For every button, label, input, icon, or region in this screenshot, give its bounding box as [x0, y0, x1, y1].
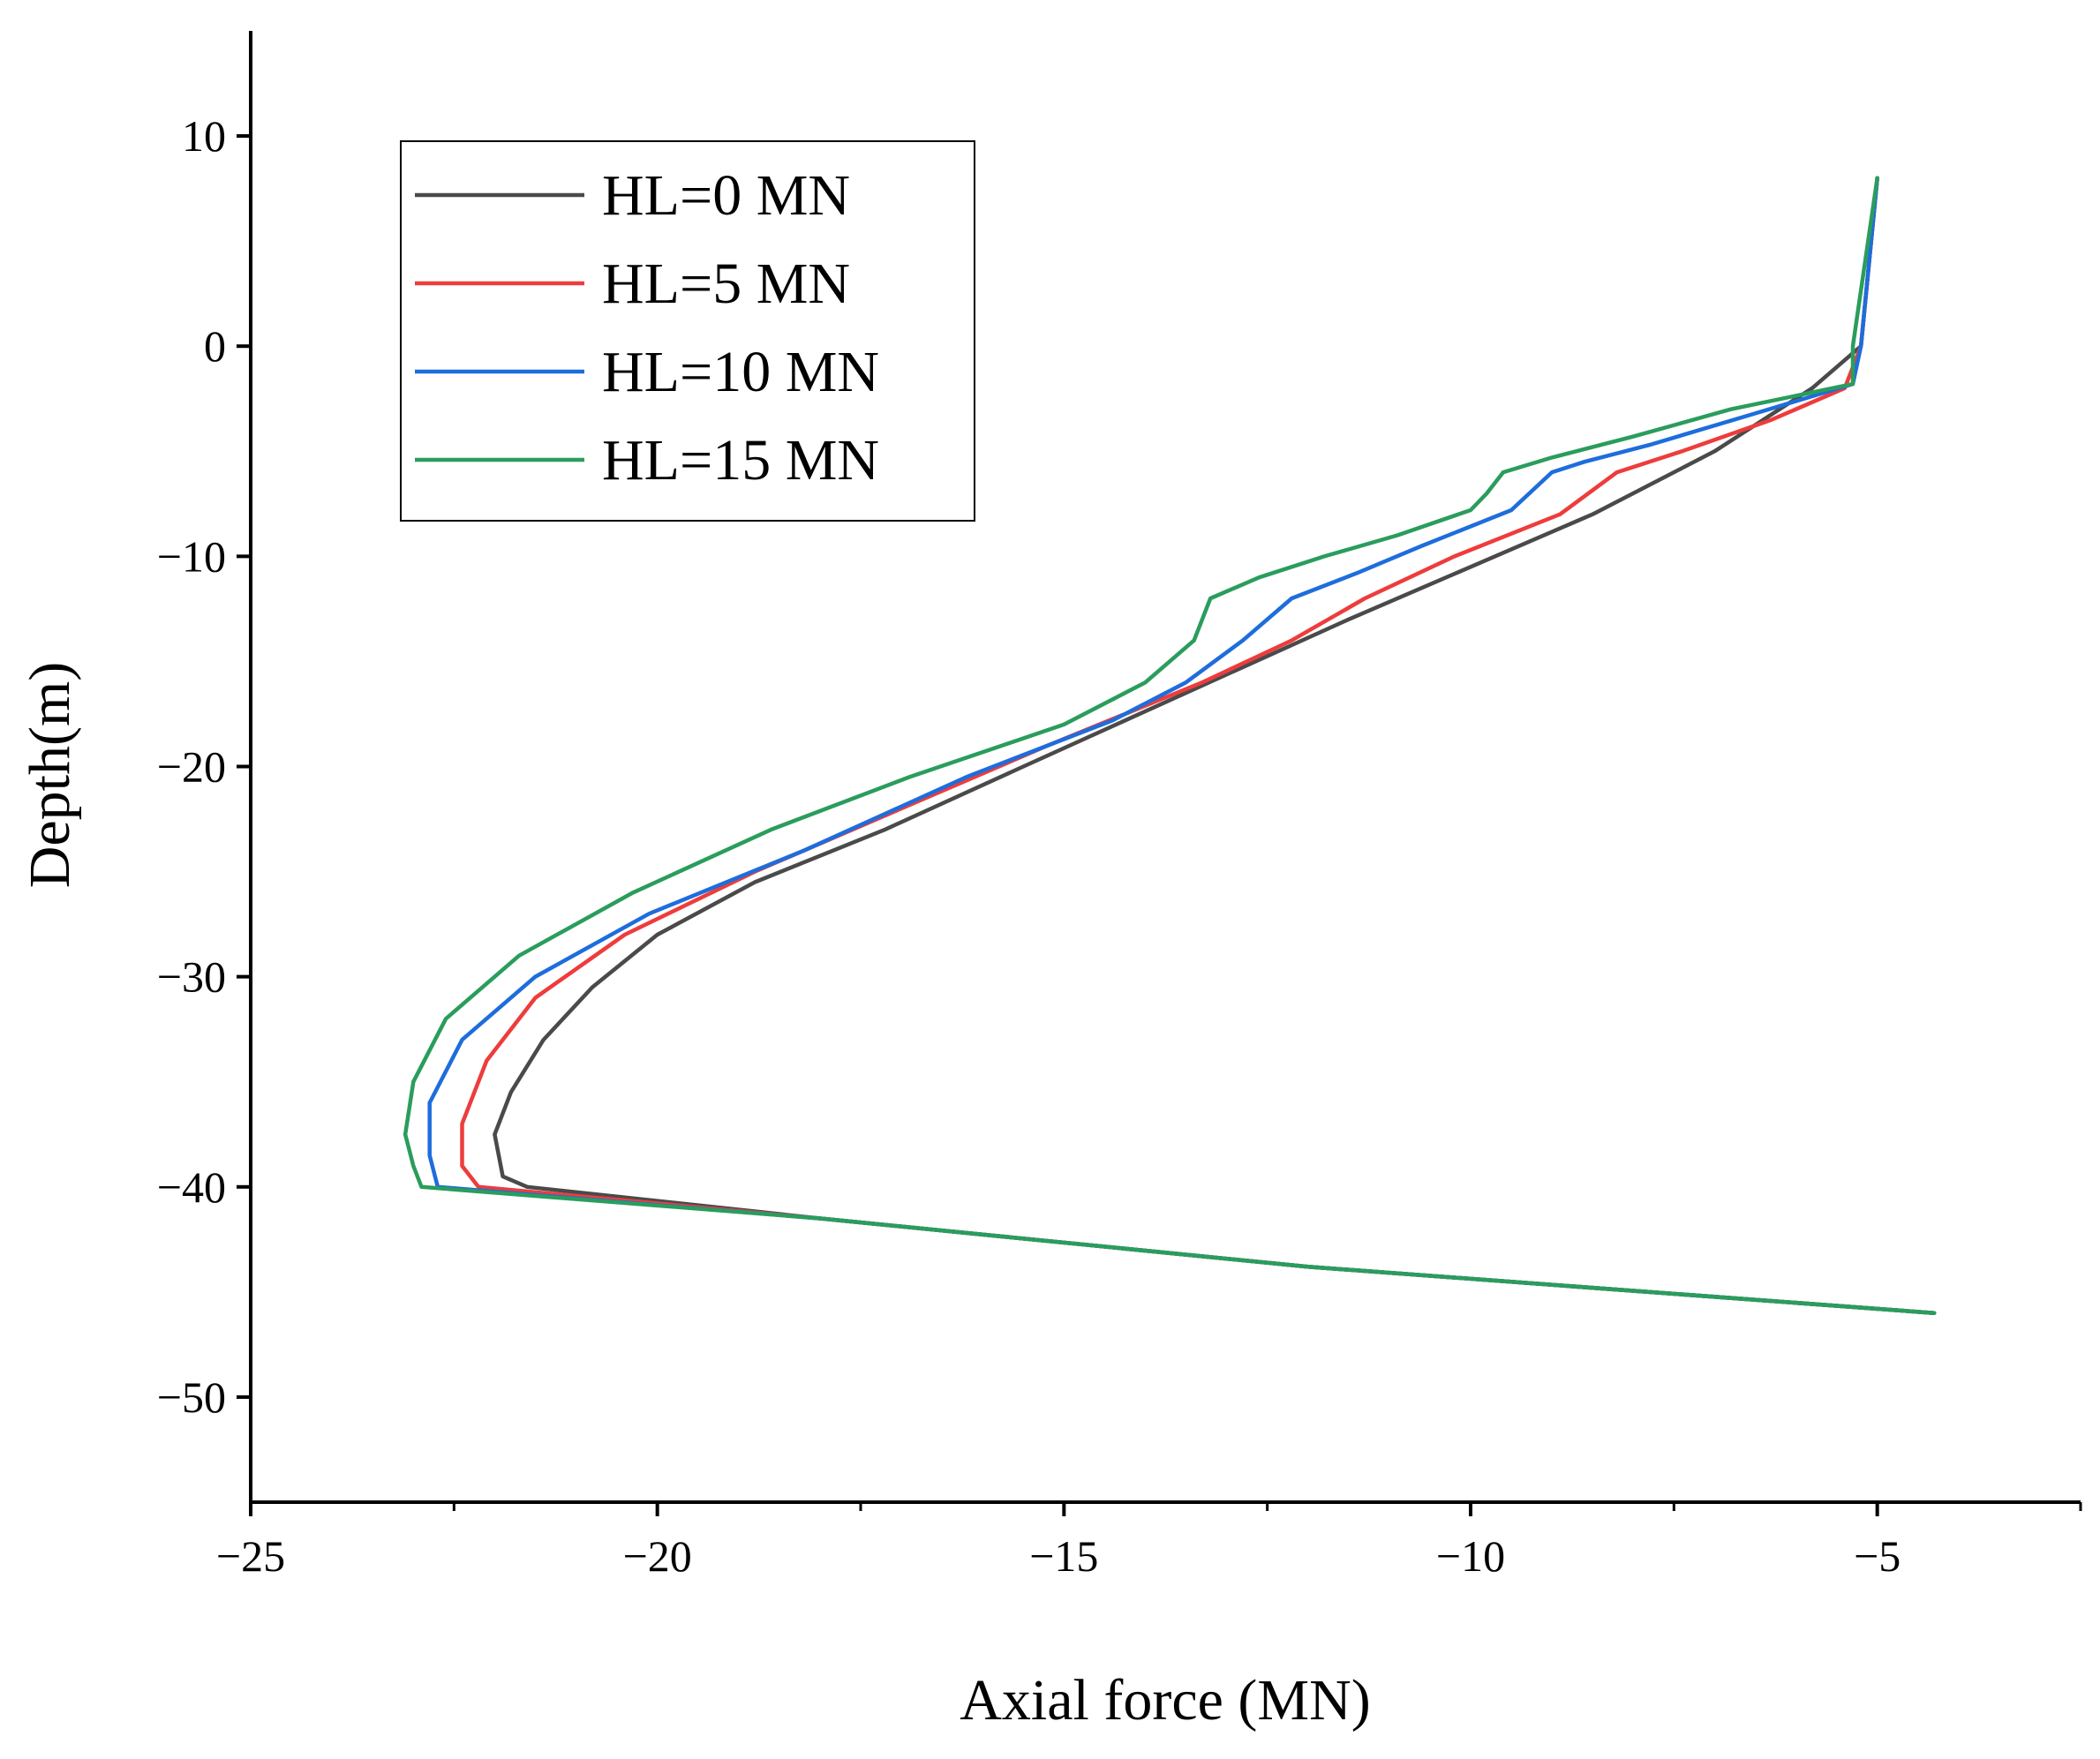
y-tick-label: −40 [157, 1162, 226, 1212]
y-tick-label: −30 [157, 952, 226, 1002]
x-tick-label: −5 [1854, 1531, 1901, 1581]
legend-label-1: HL=5 MN [602, 252, 850, 316]
legend-box [400, 140, 975, 522]
series-line-0 [493, 176, 1937, 1315]
x-axis-title: Axial force (MN) [960, 1668, 1370, 1733]
plot-lines [403, 176, 1937, 1315]
x-tick-label: −10 [1436, 1531, 1505, 1581]
y-tick-label: −20 [157, 742, 226, 792]
legend: HL=0 MN HL=5 MN HL=10 MN HL=15 MN [400, 140, 975, 522]
series-line-2 [427, 176, 1937, 1315]
y-axis-title: Depth(m) [18, 662, 82, 889]
x-tick-label: −20 [623, 1531, 692, 1581]
series-line-3 [403, 176, 1937, 1315]
legend-items: HL=0 MN HL=5 MN HL=10 MN HL=15 MN [415, 163, 879, 492]
y-tick-label: 10 [182, 111, 226, 161]
y-tick-label: −10 [157, 531, 226, 581]
y-tick-label: 0 [204, 321, 226, 371]
x-tick-label: −15 [1029, 1531, 1098, 1581]
legend-label-0: HL=0 MN [602, 163, 850, 228]
legend-label-2: HL=10 MN [602, 340, 879, 404]
legend-label-3: HL=15 MN [602, 428, 879, 492]
x-ticks: −25 −20 −15 −10 −5 [216, 1502, 2082, 1581]
y-tick-label: −50 [157, 1372, 226, 1422]
y-ticks: 10 0 −10 −20 −30 −40 −50 [157, 111, 251, 1422]
x-tick-label: −25 [216, 1531, 285, 1581]
